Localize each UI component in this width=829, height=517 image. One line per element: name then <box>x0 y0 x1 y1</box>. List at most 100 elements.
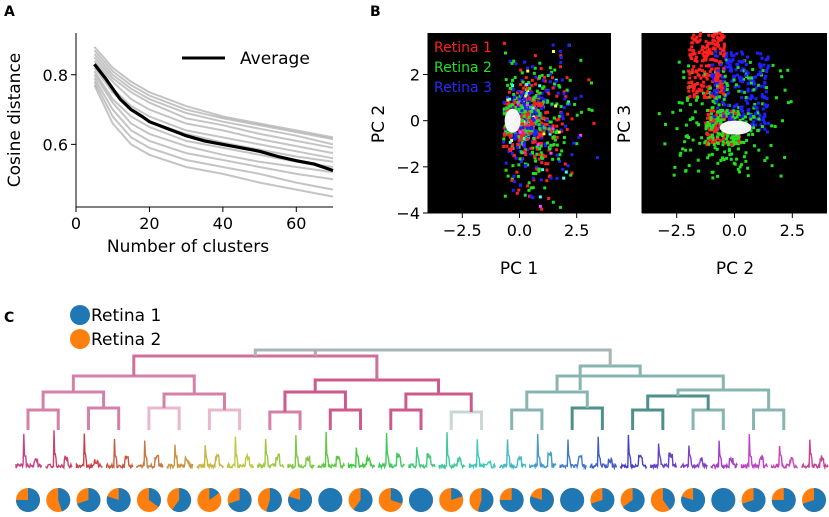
scatter-point <box>570 117 574 121</box>
scatter-point <box>523 145 527 149</box>
scatter-point <box>534 75 538 79</box>
scatter-point <box>528 86 532 90</box>
scatter-point <box>663 122 667 126</box>
scatter-point <box>520 137 524 141</box>
scatter-point <box>540 207 544 211</box>
scatter-point <box>727 147 731 151</box>
scatter-point <box>508 140 512 144</box>
scatter-point <box>745 138 749 142</box>
scatter-point <box>712 119 716 123</box>
leaf-trace <box>559 439 587 471</box>
scatter-point <box>512 92 516 96</box>
scatter-point <box>713 58 717 62</box>
scatter-point <box>755 106 759 110</box>
scatter-point <box>508 86 512 90</box>
scatter-point <box>518 130 522 134</box>
dendrogram-link <box>268 410 302 430</box>
scatter-point <box>536 110 540 114</box>
scatter-point <box>565 76 569 80</box>
scatter-point <box>546 74 550 78</box>
scatter-point <box>561 117 565 121</box>
scatter-point <box>723 96 727 100</box>
scatter-point <box>713 140 717 144</box>
scatter-point <box>533 116 537 120</box>
scatter-point <box>517 163 521 167</box>
scatter-point <box>700 69 704 73</box>
scatter-point <box>711 80 715 84</box>
scatter-point <box>729 142 733 146</box>
scatter-point <box>763 103 767 107</box>
scatter-point <box>549 72 553 76</box>
scatter-point <box>700 102 704 106</box>
scatter-point <box>752 80 756 84</box>
scatter-point <box>679 151 683 155</box>
scatter-point <box>765 86 769 90</box>
scatter-point <box>746 76 750 80</box>
scatter-point <box>697 87 701 91</box>
scatter-point <box>540 73 544 77</box>
leaf-pie <box>16 488 40 512</box>
scatter-point <box>730 59 734 63</box>
scatter-point <box>529 194 533 198</box>
scatter-point <box>721 100 725 104</box>
scatter-point <box>570 153 574 157</box>
scatter-point <box>789 100 793 104</box>
scatter-point <box>570 171 574 175</box>
scatter-point <box>709 127 713 131</box>
scatter-point <box>721 75 725 79</box>
scatter-point <box>520 118 524 122</box>
scatter-point <box>522 143 526 147</box>
scatter-point <box>557 117 561 121</box>
scatter-point <box>516 100 520 104</box>
scatter-point <box>716 69 720 73</box>
scatter-point <box>535 116 539 120</box>
scatter-point <box>564 170 568 174</box>
scatter-point <box>561 167 565 171</box>
scatter-point <box>525 101 529 105</box>
scatter-point <box>688 76 692 80</box>
scatter-point <box>551 130 555 134</box>
scatter-point <box>544 127 548 131</box>
scatter-point <box>722 44 726 48</box>
scatter-point <box>704 139 708 143</box>
dendrogram-link <box>86 406 121 430</box>
scatter-point <box>732 142 736 146</box>
scatter-point <box>720 115 724 119</box>
scatter-point <box>720 48 724 52</box>
x-tick-label: 20 <box>139 214 159 233</box>
scatter-point <box>518 184 522 188</box>
scatter-point <box>746 71 750 75</box>
scatter-point <box>722 42 726 46</box>
scatter-point <box>690 70 694 74</box>
scatter-point <box>532 122 536 126</box>
scatter-point <box>709 94 713 98</box>
scatter-point <box>754 123 758 127</box>
scatter-point <box>706 85 710 89</box>
x-tick-label: 0.0 <box>722 221 747 240</box>
series-line-8 <box>93 74 334 174</box>
scatter-point <box>705 116 709 120</box>
dendrogram-link <box>578 364 642 390</box>
scatter-point <box>739 68 743 72</box>
scatter-point <box>715 36 719 40</box>
scatter-point <box>725 156 729 160</box>
scatter-point <box>683 140 687 144</box>
leaf-pie <box>711 488 736 512</box>
scatter-point <box>563 162 567 166</box>
scatter-point <box>719 111 723 115</box>
leaf-trace <box>740 434 769 470</box>
scatter-point <box>693 75 697 79</box>
scatter-point <box>760 93 764 97</box>
scatter-point <box>537 94 541 98</box>
scatter-point <box>695 59 699 63</box>
scatter-point <box>537 167 541 171</box>
dendrogram-link <box>253 348 612 366</box>
scatter-point <box>532 115 536 119</box>
scatter-point <box>539 151 543 155</box>
scatter-point <box>518 97 522 101</box>
y-tick-label: −2 <box>396 158 420 177</box>
series-line-5 <box>93 63 334 160</box>
dendrogram-link <box>328 408 363 430</box>
scatter-point <box>546 88 550 92</box>
scatter-point <box>542 116 546 120</box>
